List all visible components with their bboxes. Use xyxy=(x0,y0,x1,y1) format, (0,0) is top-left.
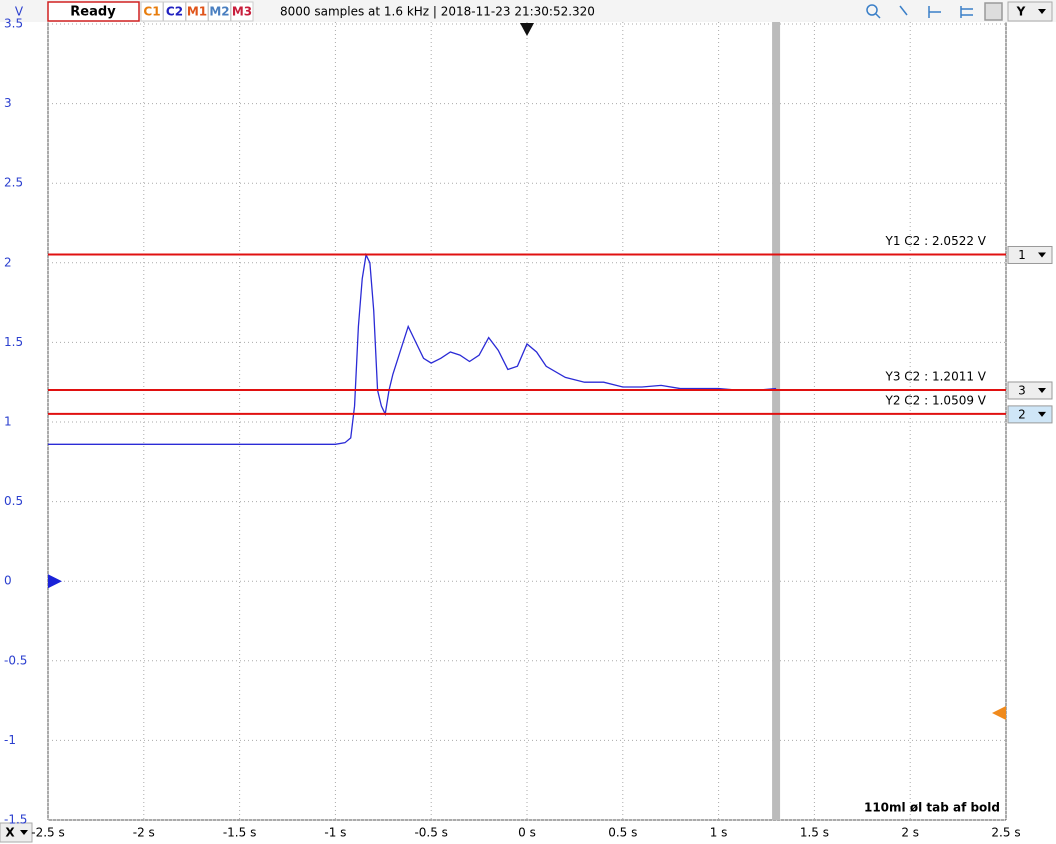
x-tick-label: -2 s xyxy=(133,826,155,840)
channel-label: C2 xyxy=(166,5,183,19)
y-tick-label: 0 xyxy=(4,574,12,588)
x-tick-label: -1.5 s xyxy=(223,826,256,840)
x-tick-label: 2.5 s xyxy=(991,826,1020,840)
x-tick-label: 2 s xyxy=(901,826,919,840)
cursor-handle[interactable] xyxy=(1007,381,1053,400)
dropdown-arrow xyxy=(20,830,28,835)
channel-label: M1 xyxy=(187,5,207,19)
y-button-label: Y xyxy=(1016,5,1026,19)
y-tick-label: 3.5 xyxy=(4,17,23,31)
offset-marker xyxy=(48,574,62,589)
x-tick-label: 0 s xyxy=(518,826,536,840)
trigger-marker xyxy=(520,23,534,36)
status-button[interactable] xyxy=(47,1,140,22)
channel-button[interactable] xyxy=(230,1,254,22)
y-tick-label: 2 xyxy=(4,255,12,269)
dropdown-arrow xyxy=(1038,411,1046,417)
status: Ready xyxy=(70,5,116,20)
y-tick-label: 0.5 xyxy=(4,494,23,508)
y-tick-label: -1.5 xyxy=(4,813,27,827)
y-tick-label: 1.5 xyxy=(4,335,23,349)
toolbar xyxy=(0,0,1056,22)
y-tick-label: -1 xyxy=(4,733,16,747)
cursor-label: Y2 C2 : 1.0509 V xyxy=(885,393,987,407)
y-tick-label: 3 xyxy=(4,96,12,110)
cursor-handle[interactable] xyxy=(1007,405,1053,424)
channels: C1 C2 M1 M2 M3 xyxy=(140,1,254,22)
x-tick-label: 0.5 s xyxy=(608,826,637,840)
channel-label: C1 xyxy=(143,5,160,19)
cursor-marker: 2 xyxy=(1018,407,1026,421)
y-tick-label: 2.5 xyxy=(4,176,23,190)
cursor-marker: 3 xyxy=(1018,383,1026,397)
trigger-level-marker xyxy=(992,706,1006,720)
x-button-label: X xyxy=(5,826,15,840)
cursor-marker: 1 xyxy=(1018,248,1026,262)
x-tick-label: -1 s xyxy=(324,826,346,840)
dropdown-arrow xyxy=(1038,9,1046,14)
cursor-label: Y1 C2 : 2.0522 V xyxy=(885,234,987,248)
dropdown-arrow xyxy=(1038,252,1046,258)
x-tick-label: -0.5 s xyxy=(414,826,447,840)
x-button[interactable] xyxy=(0,822,33,843)
cursor-label: Y3 C2 : 1.2011 V xyxy=(885,369,987,383)
annotation: 110ml øl tab af bold xyxy=(864,801,1000,815)
channel-label: M2 xyxy=(209,5,229,19)
x-tick-label: 1.5 s xyxy=(800,826,829,840)
y-button[interactable] xyxy=(1007,1,1053,22)
y-unit: V xyxy=(15,5,24,19)
signal-line xyxy=(48,252,777,445)
time-cursor xyxy=(772,22,781,820)
dropdown-arrow xyxy=(1038,387,1046,393)
y-tick-label: 1 xyxy=(4,415,12,429)
y-tick-label: -0.5 xyxy=(4,653,27,667)
x-tick-label: -2.5 s xyxy=(31,826,64,840)
plot: 3.5 3 2.5 2 1.5 1 0.5 0 -0.5 -1 -1.5 -2.5 s -2 s -1.5… xyxy=(4,17,1053,840)
cursor-handle[interactable] xyxy=(1007,245,1053,264)
tool-icons xyxy=(866,2,1003,21)
channel-label: M3 xyxy=(232,5,252,19)
info: 8000 samples at 1.6 kHz | 2018-11-23 21:… xyxy=(280,5,595,19)
x-tick-label: 1 s xyxy=(710,826,728,840)
